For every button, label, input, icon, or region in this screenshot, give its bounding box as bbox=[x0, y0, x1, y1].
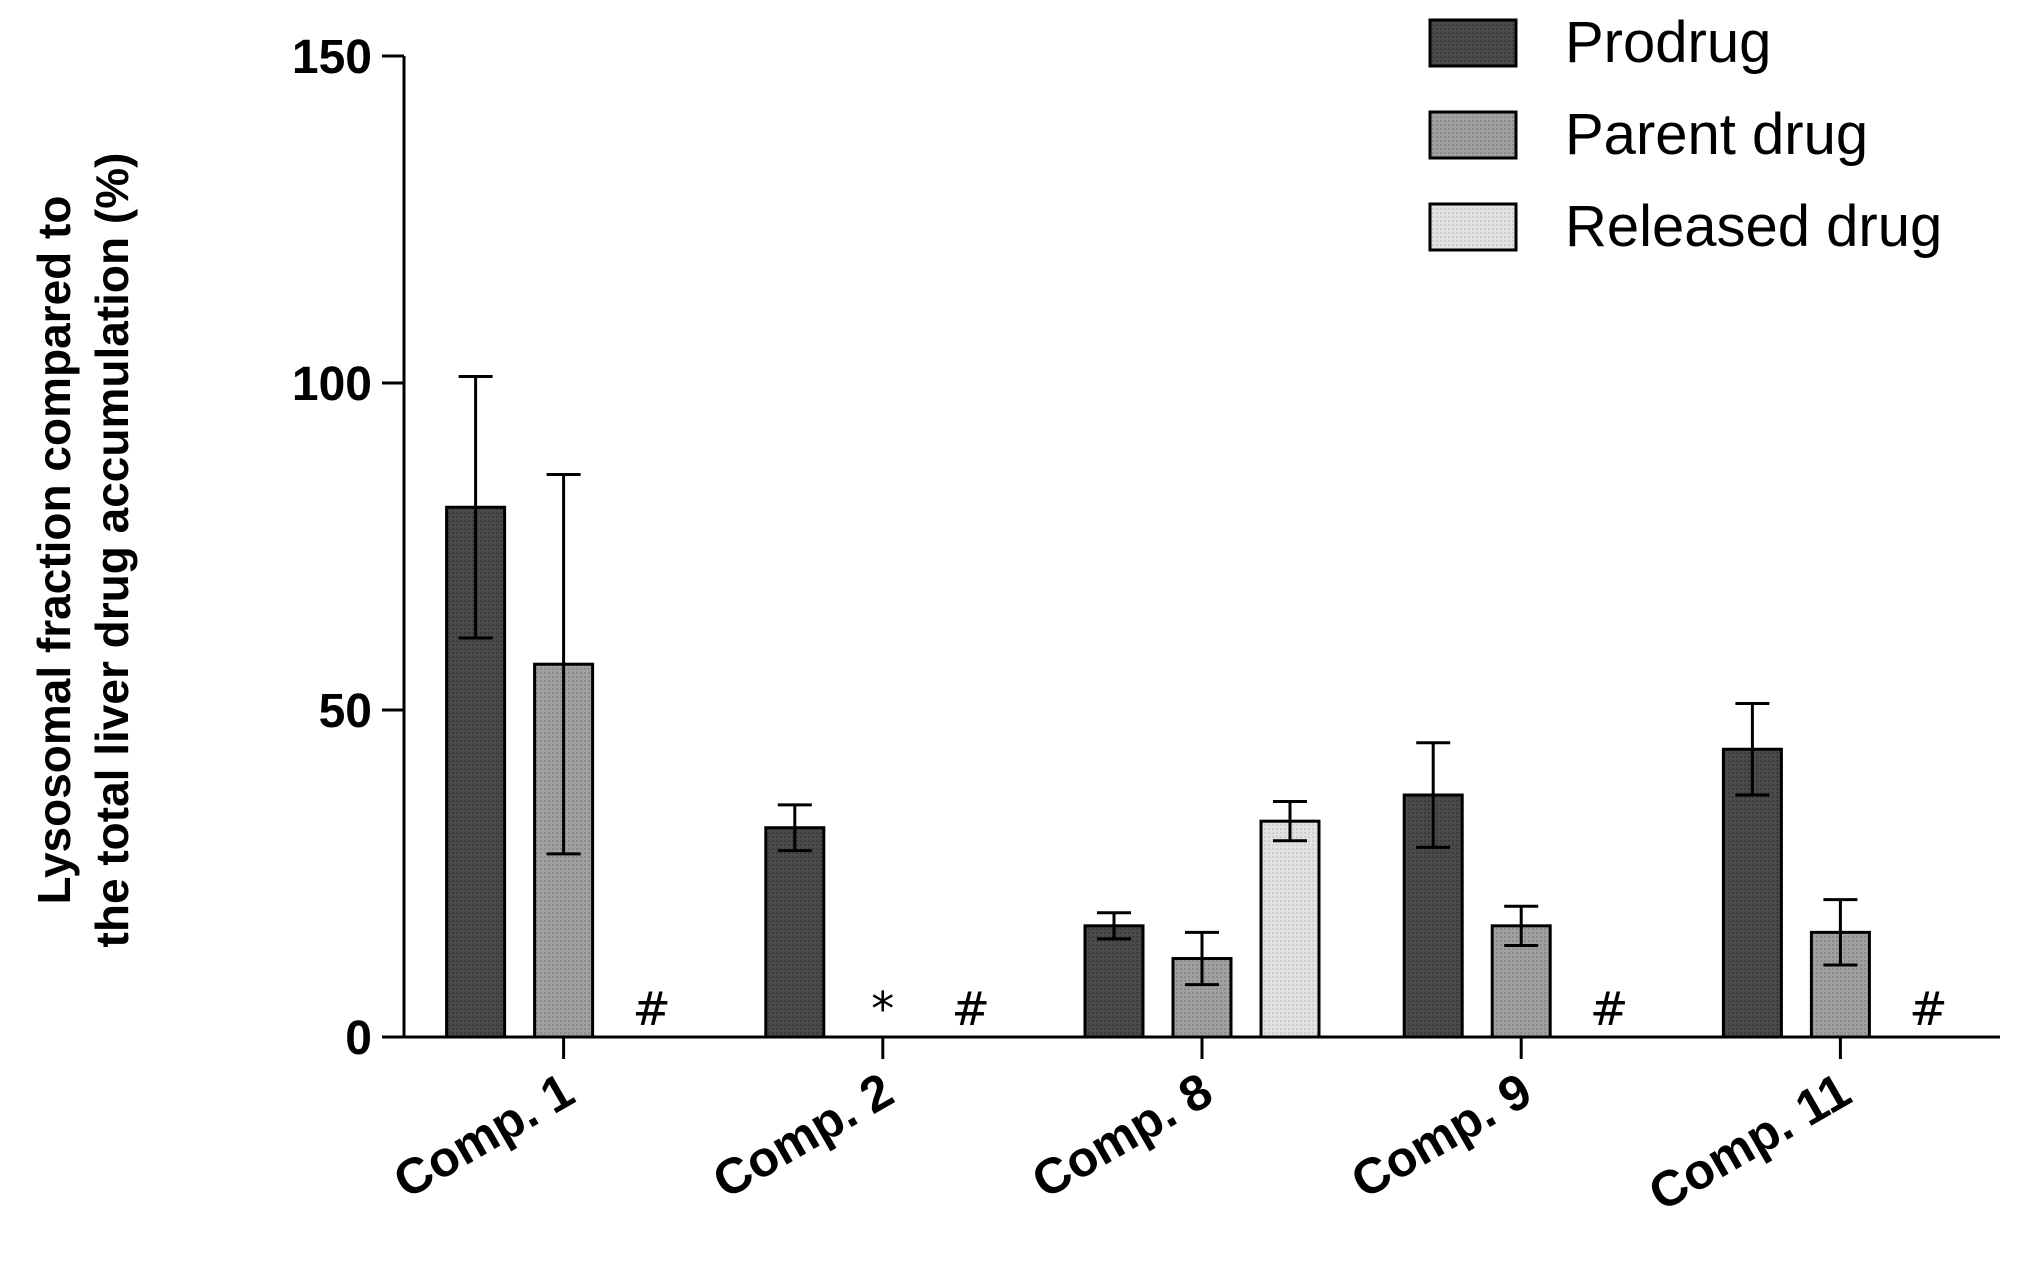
bar-prodrug-4 bbox=[1721, 747, 1783, 1039]
x-axis-category-labels: Comp. 1 Comp. 2 Comp. 8 Comp. 9 Comp. 11 bbox=[384, 1037, 1860, 1222]
error-bar bbox=[546, 473, 581, 856]
y-tick-label: 0 bbox=[345, 1012, 372, 1065]
significance-annotations: # * # # # bbox=[632, 982, 1947, 1036]
bar-released-drug-2 bbox=[1259, 819, 1321, 1039]
x-category-label: Comp. 8 bbox=[1023, 1062, 1222, 1209]
error-bar bbox=[1273, 800, 1307, 843]
error-bar bbox=[1097, 911, 1131, 941]
legend-swatch bbox=[1428, 110, 1518, 160]
error-bar bbox=[1823, 898, 1858, 967]
legend-swatch bbox=[1428, 202, 1518, 252]
annotation-mark: # bbox=[632, 982, 671, 1036]
y-axis-title-line-2: the total liver drug accumulation (%) bbox=[86, 153, 138, 948]
legend-label: Prodrug bbox=[1565, 10, 1771, 75]
error-bar bbox=[458, 374, 493, 640]
y-axis-title: Lysosomal fraction compared to the total… bbox=[28, 153, 138, 948]
x-category-label: Comp. 1 bbox=[384, 1062, 583, 1209]
y-tick-label: 150 bbox=[292, 31, 372, 84]
y-axis-title-line-1: Lysosomal fraction compared to bbox=[28, 196, 80, 905]
bars bbox=[445, 505, 1871, 1039]
y-tick-label: 100 bbox=[292, 358, 372, 411]
error-bars bbox=[458, 374, 1858, 987]
annotation-mark: # bbox=[1909, 982, 1948, 1036]
annotation-mark: # bbox=[1590, 982, 1629, 1036]
legend: Prodrug Parent drug Released drug bbox=[1428, 10, 1942, 259]
x-category-label: Comp. 2 bbox=[703, 1062, 902, 1209]
annotation-mark: * bbox=[871, 982, 894, 1036]
error-bar bbox=[1185, 930, 1219, 987]
legend-label: Parent drug bbox=[1565, 102, 1868, 167]
legend-swatch bbox=[1428, 18, 1518, 68]
legend-label: Released drug bbox=[1565, 194, 1942, 259]
y-axis-ticks: 0 50 100 150 bbox=[292, 31, 404, 1065]
error-bar bbox=[1504, 904, 1539, 947]
x-category-label: Comp. 9 bbox=[1342, 1062, 1541, 1209]
bar-prodrug-1 bbox=[764, 826, 826, 1039]
error-bar bbox=[1416, 741, 1451, 849]
bar-prodrug-2 bbox=[1083, 924, 1145, 1039]
error-bar bbox=[1735, 701, 1770, 797]
y-tick-label: 50 bbox=[319, 685, 372, 738]
annotation-mark: # bbox=[952, 982, 991, 1036]
x-category-label: Comp. 11 bbox=[1639, 1062, 1860, 1222]
error-bar bbox=[777, 803, 812, 853]
